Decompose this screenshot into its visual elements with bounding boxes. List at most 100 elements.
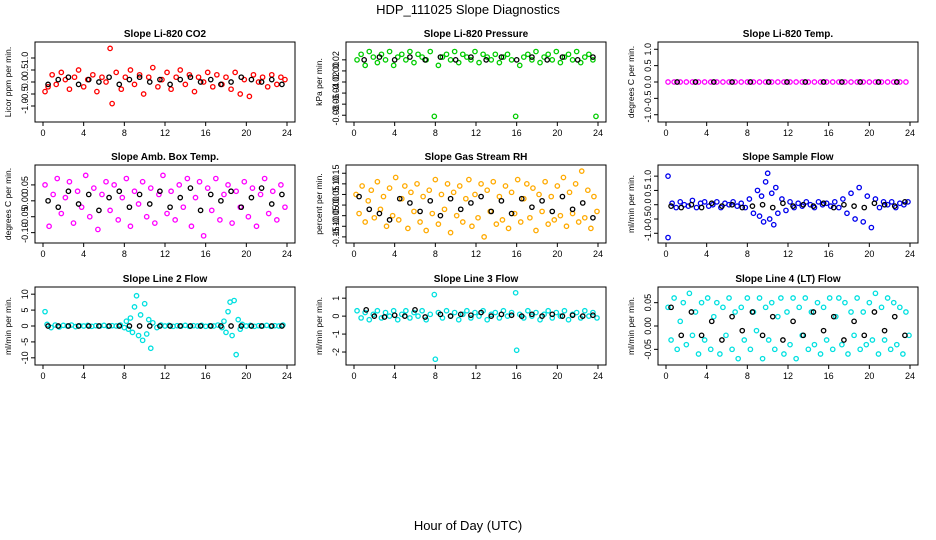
data-point — [734, 203, 741, 209]
reference-point — [187, 74, 194, 81]
data-point — [208, 207, 215, 214]
y-tick-label: 0.05 — [643, 294, 653, 312]
panel-6: Slope Sample Flow 0 4 8 12 16 20 24 -1.0-0.50.00… — [626, 152, 919, 259]
data-point — [261, 175, 268, 182]
data-point — [390, 62, 397, 69]
data-point — [581, 307, 588, 314]
data-point — [523, 180, 530, 187]
data-point — [754, 187, 761, 194]
reference-point — [279, 81, 285, 88]
reference-point — [437, 212, 444, 219]
data-point — [689, 332, 696, 339]
data-point — [756, 79, 763, 85]
data-point — [774, 79, 781, 85]
reference-point — [65, 188, 72, 195]
reference-point — [85, 191, 92, 198]
data-point — [742, 204, 749, 211]
reference-point — [238, 323, 245, 329]
reference-point — [268, 201, 275, 207]
data-point — [549, 56, 556, 63]
y-tick-label: 0.5 — [20, 64, 30, 77]
reference-point — [708, 318, 715, 325]
data-point — [884, 79, 891, 85]
reference-point — [146, 201, 153, 207]
reference-point — [366, 206, 373, 213]
reference-point — [157, 76, 163, 83]
x-tick-label: 0 — [663, 371, 668, 381]
data-point — [168, 86, 174, 93]
reference-point — [85, 323, 92, 329]
data-point — [557, 313, 564, 319]
data-point — [265, 210, 272, 217]
reference-point — [549, 311, 556, 318]
x-tick-label: 24 — [593, 249, 603, 259]
data-point — [141, 300, 148, 307]
data-point — [720, 79, 726, 85]
data-point — [527, 214, 533, 221]
data-point — [49, 71, 56, 78]
y-tick-label: -0.5 — [643, 211, 653, 227]
data-point — [537, 59, 543, 66]
data-point — [905, 199, 911, 205]
data-point — [549, 315, 556, 321]
panel-title: Slope Gas Stream RH — [425, 152, 528, 163]
data-point — [149, 319, 156, 326]
y-tick-label: 0.5 — [643, 59, 653, 72]
data-point — [402, 56, 409, 63]
reference-point — [569, 206, 576, 213]
data-point — [395, 217, 402, 223]
y-axis-label: ml/min per min. — [3, 297, 13, 355]
y-tick-label: 0.02 — [331, 51, 341, 69]
x-tick-label: 12 — [471, 371, 481, 381]
reference-point — [106, 323, 112, 329]
data-point — [866, 299, 873, 306]
data-point — [95, 226, 101, 233]
reference-point — [678, 332, 685, 339]
data-point — [249, 185, 256, 191]
data-point — [701, 337, 708, 343]
y-tick-label: -0.05 — [331, 205, 341, 226]
data-point — [143, 331, 150, 337]
data-point — [58, 69, 65, 76]
data-point — [695, 79, 702, 85]
data-point — [46, 223, 52, 230]
data-point — [484, 54, 491, 60]
y-tick-label: 1.0 — [643, 170, 653, 183]
data-point — [594, 208, 600, 215]
reference-point — [759, 201, 766, 208]
data-point — [235, 316, 242, 323]
reference-point — [719, 203, 725, 209]
data-point — [481, 234, 487, 240]
y-tick-label: 1 — [331, 296, 341, 301]
data-point — [135, 201, 142, 207]
data-point — [145, 74, 152, 81]
reference-point — [749, 203, 756, 209]
data-point — [881, 337, 888, 343]
data-point — [704, 295, 711, 301]
x-tick-label: 8 — [122, 371, 127, 381]
reference-point — [590, 54, 596, 60]
data-point — [493, 221, 500, 228]
reference-point — [356, 193, 362, 200]
data-point — [842, 79, 848, 85]
data-point — [435, 62, 442, 69]
panel-1: Slope Li-820 CO2 0 4 8 12 16 20 24 -1.0-0.50.00.… — [3, 29, 296, 138]
data-point — [744, 295, 751, 301]
data-point — [573, 309, 580, 316]
y-tick-label: -0.04 — [331, 83, 341, 104]
data-point — [484, 316, 491, 323]
data-point — [358, 51, 364, 58]
y-tick-label: 0.15 — [331, 164, 341, 182]
data-point — [354, 56, 360, 63]
data-point — [423, 227, 430, 234]
data-point — [829, 346, 836, 353]
reference-point — [749, 309, 756, 315]
data-point — [492, 51, 499, 58]
reference-point — [739, 327, 746, 334]
data-point — [229, 220, 235, 226]
data-point — [869, 337, 876, 343]
data-point — [856, 184, 863, 191]
data-point — [832, 313, 839, 320]
data-point — [811, 341, 818, 348]
reference-point — [590, 214, 596, 221]
